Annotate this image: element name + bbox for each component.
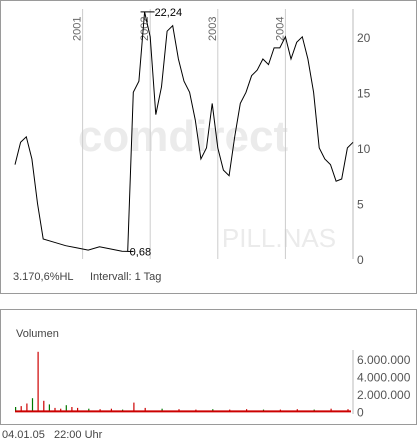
volume-bar [48, 404, 50, 412]
y-tick-label: 20 [357, 31, 371, 45]
volume-bar [43, 400, 45, 412]
y-tick-label: 5 [357, 197, 364, 211]
price-grid [82, 9, 354, 259]
volume-bar [144, 407, 146, 412]
timestamp-date: 04.01.05 [2, 429, 45, 441]
volume-bar [110, 408, 112, 412]
volume-bar [26, 403, 28, 412]
volume-bar [37, 351, 39, 412]
volume-chart: Volumen 0 2.000.000 4.000.000 6.000.000 [15, 328, 411, 420]
x-tick-label: 2003 [207, 17, 219, 41]
y-tick-label: 0 [357, 253, 364, 267]
volume-y-tick-label: 4.000.000 [357, 370, 411, 384]
volume-bars [15, 351, 351, 413]
high-label: 22,24 [155, 7, 183, 19]
volume-bar [65, 405, 67, 412]
watermark-text: comdirect [78, 112, 289, 161]
x-tick-label: 2002 [139, 17, 151, 41]
timestamp-time: 22:00 Uhr [54, 429, 103, 441]
volume-bar [60, 408, 62, 412]
volume-bar [31, 398, 34, 412]
y-tick-label: 15 [357, 86, 371, 100]
volume-bar [88, 408, 90, 412]
volume-bar [330, 408, 332, 412]
volume-bar [347, 409, 349, 412]
volume-bar [15, 407, 17, 412]
volume-bar [71, 407, 73, 412]
x-tick-label: 2004 [274, 17, 286, 41]
timestamp: 04.01.05 22:00 Uhr [2, 429, 102, 441]
x-tick-label: 2001 [72, 17, 84, 41]
price-line [14, 11, 354, 252]
volume-bar [54, 407, 56, 412]
price-chart-panel: comdirect PILL.NAS 2001 2002 2003 2004 0 5 10… [0, 0, 417, 294]
interval-info[interactable]: Intervall: 1 Tag [90, 271, 162, 283]
watermark-symbol: PILL.NAS [222, 223, 336, 253]
volume-bar [178, 409, 180, 412]
price-series-line [14, 11, 354, 252]
volume-title: Volumen [16, 328, 59, 340]
price-annotations: 22,24 0,68 [127, 7, 183, 258]
volume-y-ticks: 0 2.000.000 4.000.000 6.000.000 [357, 353, 411, 420]
price-x-ticks: 2001 2002 2003 2004 [72, 17, 287, 41]
volume-y-tick-label: 2.000.000 [357, 388, 411, 402]
volume-y-tick-label: 6.000.000 [357, 353, 411, 367]
price-range-info: 3.170,6%HL [13, 271, 74, 283]
volume-bar [296, 409, 298, 412]
y-tick-label: 10 [357, 142, 371, 156]
volume-y-tick-label: 0 [357, 405, 364, 419]
volume-bar [133, 402, 135, 412]
volume-bar [246, 409, 248, 412]
price-y-ticks: 0 5 10 15 20 [357, 31, 371, 267]
volume-bar [77, 407, 79, 412]
low-label: 0,68 [130, 246, 151, 258]
volume-bar [20, 406, 22, 412]
volume-bar [161, 408, 163, 412]
volume-chart-panel: Volumen 0 2.000.000 4.000.000 6.000.000 [0, 309, 417, 425]
volume-bar [212, 409, 214, 412]
price-chart: comdirect PILL.NAS 2001 2002 2003 2004 0 5 10… [14, 7, 371, 267]
volume-bar [99, 409, 101, 412]
